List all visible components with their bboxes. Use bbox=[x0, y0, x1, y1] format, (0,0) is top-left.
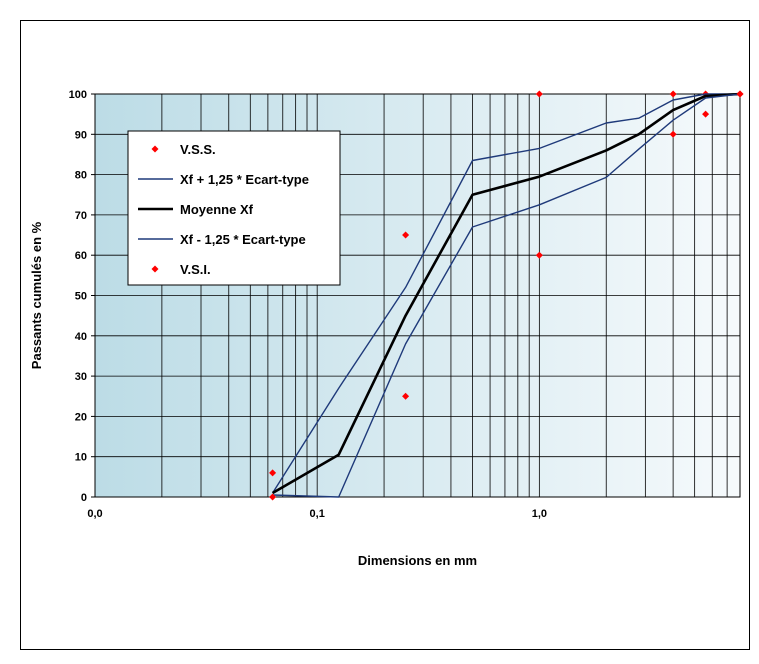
y-tick-label: 10 bbox=[75, 452, 87, 464]
legend-entry: V.S.S. bbox=[151, 142, 216, 157]
series-line bbox=[272, 93, 741, 498]
legend-label: Moyenne Xf bbox=[180, 202, 254, 217]
data-point-marker bbox=[669, 130, 677, 138]
data-point-marker bbox=[702, 110, 710, 118]
chart-frame: 0 10 20 30 40 50 60 70 80 90 100 0,0 0,1 1,0 V.S.S. X… bbox=[20, 20, 750, 650]
y-ticks: 0 10 20 30 40 50 60 70 80 90 100 bbox=[69, 89, 95, 504]
data-point-marker bbox=[151, 145, 159, 153]
data-point-marker bbox=[269, 493, 277, 501]
legend-entry: Xf - 1,25 * Ecart-type bbox=[138, 232, 306, 247]
legend-entry: Moyenne Xf bbox=[138, 202, 254, 217]
series-2 bbox=[272, 93, 740, 494]
y-tick-label: 70 bbox=[75, 210, 87, 222]
y-tick-label: 60 bbox=[75, 250, 87, 262]
x-tick-label: 0,0 bbox=[87, 508, 102, 520]
series-line bbox=[272, 93, 740, 494]
legend-entry: V.S.I. bbox=[151, 262, 211, 277]
y-tick-label: 20 bbox=[75, 411, 87, 423]
y-tick-label: 50 bbox=[75, 291, 87, 303]
x-ticks: 0,0 0,1 1,0 bbox=[87, 508, 547, 520]
legend-label: V.S.S. bbox=[180, 142, 216, 157]
series-5 bbox=[269, 90, 744, 501]
legend-entry: Xf + 1,25 * Ecart-type bbox=[138, 172, 309, 187]
data-point-marker bbox=[535, 90, 543, 98]
y-tick-label: 80 bbox=[75, 170, 87, 182]
data-point-marker bbox=[669, 90, 677, 98]
series bbox=[269, 90, 744, 501]
y-tick-label: 90 bbox=[75, 129, 87, 141]
legend-label: Xf + 1,25 * Ecart-type bbox=[180, 172, 309, 187]
y-tick-label: 0 bbox=[81, 492, 87, 504]
series-4 bbox=[272, 93, 741, 498]
data-point-marker bbox=[269, 469, 277, 477]
x-tick-label: 1,0 bbox=[532, 508, 547, 520]
chart-svg: 0 10 20 30 40 50 60 70 80 90 100 0,0 0,1 1,0 V.S.S. X… bbox=[29, 89, 744, 568]
data-point-marker bbox=[402, 392, 410, 400]
y-axis-title: Passants cumulés en % bbox=[29, 221, 44, 369]
series-line bbox=[271, 92, 741, 495]
series-3 bbox=[271, 92, 741, 495]
y-tick-label: 40 bbox=[75, 331, 87, 343]
legend-label: Xf - 1,25 * Ecart-type bbox=[180, 232, 306, 247]
data-point-marker bbox=[402, 231, 410, 239]
legend: V.S.S. Xf + 1,25 * Ecart-type Moyenne Xf Xf… bbox=[127, 130, 341, 286]
y-tick-label: 30 bbox=[75, 371, 87, 383]
y-tick-label: 100 bbox=[69, 89, 87, 101]
legend-label: V.S.I. bbox=[180, 262, 211, 277]
x-tick-label: 0,1 bbox=[310, 508, 325, 520]
data-point-marker bbox=[736, 90, 744, 98]
data-point-marker bbox=[151, 265, 159, 273]
x-axis-title: Dimensions en mm bbox=[358, 553, 477, 568]
data-point-marker bbox=[535, 251, 543, 259]
